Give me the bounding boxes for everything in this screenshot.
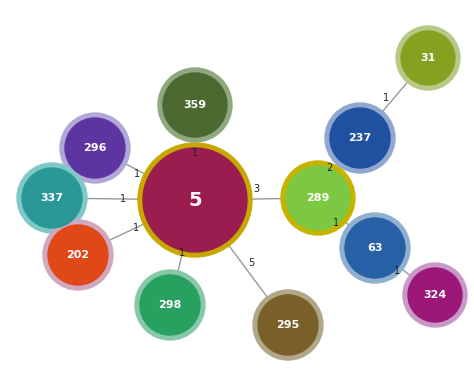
Text: 296: 296 [83, 143, 107, 153]
Circle shape [408, 268, 462, 322]
Text: 2: 2 [326, 163, 332, 173]
Text: 359: 359 [183, 100, 207, 110]
Circle shape [258, 295, 318, 355]
Circle shape [340, 213, 410, 283]
Text: 1: 1 [134, 223, 139, 233]
Text: 1: 1 [333, 218, 339, 228]
Circle shape [286, 166, 350, 230]
Text: 298: 298 [158, 300, 182, 310]
Text: 1: 1 [134, 169, 140, 179]
Circle shape [17, 163, 87, 233]
Circle shape [396, 26, 460, 90]
Circle shape [48, 225, 108, 285]
Circle shape [138, 143, 252, 257]
Circle shape [401, 31, 455, 85]
Text: 337: 337 [40, 193, 64, 203]
Text: 1: 1 [383, 93, 389, 103]
Text: 237: 237 [348, 133, 372, 143]
Text: 1: 1 [120, 194, 127, 204]
Circle shape [43, 220, 113, 290]
Text: 289: 289 [306, 193, 330, 203]
Circle shape [22, 168, 82, 228]
Text: 5: 5 [188, 191, 202, 210]
Text: 31: 31 [420, 53, 436, 63]
Text: 1: 1 [192, 147, 198, 158]
Circle shape [403, 263, 467, 327]
Circle shape [143, 148, 247, 252]
Circle shape [60, 113, 130, 183]
Circle shape [135, 270, 205, 340]
Circle shape [281, 161, 355, 235]
Text: 1: 1 [180, 247, 185, 258]
Text: 5: 5 [248, 258, 255, 268]
Text: 63: 63 [367, 243, 383, 253]
Text: 202: 202 [66, 250, 90, 260]
Circle shape [325, 103, 395, 173]
Text: 295: 295 [276, 320, 300, 330]
Circle shape [163, 73, 227, 137]
Circle shape [330, 108, 390, 168]
Circle shape [140, 275, 200, 335]
Circle shape [253, 290, 323, 360]
Circle shape [158, 68, 232, 142]
Text: 3: 3 [254, 184, 260, 194]
Text: 324: 324 [423, 290, 447, 300]
Text: 1: 1 [394, 266, 400, 277]
Circle shape [345, 218, 405, 278]
Circle shape [65, 118, 125, 178]
